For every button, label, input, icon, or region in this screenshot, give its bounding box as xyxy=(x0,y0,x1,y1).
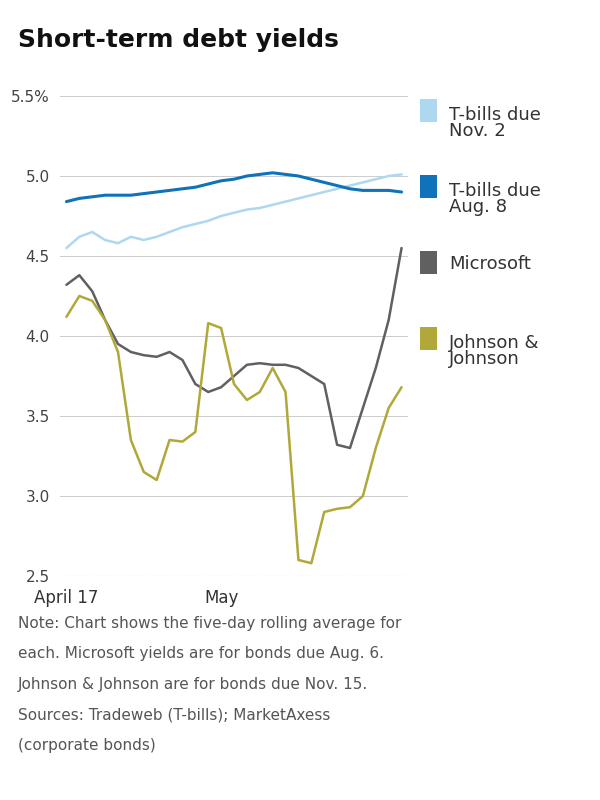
Text: Johnson: Johnson xyxy=(449,350,520,368)
Text: T-bills due: T-bills due xyxy=(449,182,541,200)
Text: Short-term debt yields: Short-term debt yields xyxy=(18,28,339,52)
Text: Johnson &: Johnson & xyxy=(449,334,539,352)
Text: Microsoft: Microsoft xyxy=(449,255,530,273)
Text: (corporate bonds): (corporate bonds) xyxy=(18,738,156,753)
Text: each. Microsoft yields are for bonds due Aug. 6.: each. Microsoft yields are for bonds due… xyxy=(18,646,384,662)
Text: Aug. 8: Aug. 8 xyxy=(449,198,507,215)
Text: Sources: Tradeweb (T-bills); MarketAxess: Sources: Tradeweb (T-bills); MarketAxess xyxy=(18,707,331,722)
Text: T-bills due: T-bills due xyxy=(449,106,541,123)
Text: Nov. 2: Nov. 2 xyxy=(449,122,506,139)
Text: Johnson & Johnson are for bonds due Nov. 15.: Johnson & Johnson are for bonds due Nov.… xyxy=(18,677,368,692)
Text: Note: Chart shows the five-day rolling average for: Note: Chart shows the five-day rolling a… xyxy=(18,616,401,631)
